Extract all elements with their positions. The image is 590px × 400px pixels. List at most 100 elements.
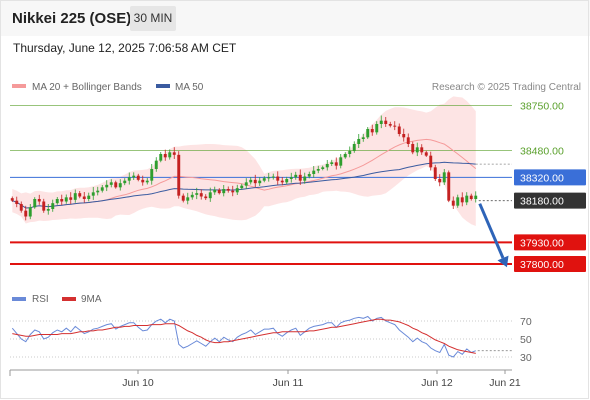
candle-body (447, 172, 451, 201)
candle-body (73, 193, 77, 200)
legend-9ma-swatch (62, 297, 76, 301)
candle-body (249, 179, 253, 183)
candle-body (307, 174, 311, 177)
candle-body (438, 179, 442, 183)
candle-body (262, 178, 266, 181)
rsi-tick-50: 50 (520, 334, 532, 346)
rsi-line (11, 315, 476, 358)
candle-body (415, 147, 419, 153)
timestamp: Thursday, June 12, 2025 7:06:58 AM CET (13, 41, 237, 55)
level-label-38480.00: 38480.00 (520, 146, 564, 158)
candle-body (330, 162, 334, 164)
candle-body (474, 195, 478, 199)
candle-body (316, 169, 320, 171)
candle-body (465, 195, 469, 203)
candle-body (24, 210, 28, 217)
timeframe-button[interactable]: 30 MIN (130, 6, 176, 31)
candle-body (388, 124, 392, 126)
candle-body (208, 192, 212, 199)
candle-body (411, 144, 415, 153)
candle-body (15, 200, 19, 204)
legend-ma50-swatch (156, 84, 170, 88)
x-tick-Jun-21: Jun 21 (489, 377, 521, 389)
candle-body (109, 182, 113, 185)
candle-body (397, 126, 401, 134)
candle-body (442, 172, 446, 183)
candle-body (132, 175, 136, 178)
forecast-arrow-head (497, 255, 509, 268)
candle-body (150, 169, 154, 181)
legend-ma20-swatch (12, 84, 26, 88)
candle-body (64, 197, 68, 202)
candle-body (100, 187, 104, 191)
candle-body (168, 152, 172, 158)
candle-body (186, 197, 190, 201)
level-tag-37800.00 (514, 256, 586, 272)
candle-body (46, 209, 50, 211)
candle-body (339, 157, 343, 166)
candle-body (370, 129, 374, 133)
forecast-arrow-shaft (478, 203, 505, 259)
rsi-ma-line (12, 318, 476, 354)
candle-body (280, 180, 284, 183)
candle-body (325, 164, 329, 168)
candle-body (321, 167, 325, 169)
last-price-label: 38180.00 (520, 196, 564, 208)
candle-body (87, 195, 91, 199)
candle-body (217, 189, 221, 194)
candle-body (451, 200, 455, 206)
candle-body (19, 204, 23, 211)
candle-body (82, 196, 86, 199)
candle-body (469, 195, 473, 199)
candle-body (154, 160, 158, 169)
candle-body (240, 185, 244, 189)
candle-body (199, 193, 203, 197)
candle-body (424, 152, 428, 156)
legend-ma20-label: MA 20 + Bollinger Bands (32, 82, 142, 93)
candle-body (294, 174, 298, 178)
candle-body (267, 177, 271, 179)
candle-body (343, 154, 347, 158)
candle-body (195, 193, 199, 195)
candle-body (42, 201, 46, 211)
candle-body (190, 194, 194, 198)
candle-body (357, 139, 361, 144)
candle-body (222, 189, 226, 194)
candle-body (406, 137, 410, 144)
candle-body (91, 192, 95, 196)
candle-body (231, 190, 235, 193)
candle-body (177, 154, 181, 196)
candle-body (235, 188, 239, 193)
rsi-tick-70: 70 (520, 316, 532, 328)
candle-body (285, 179, 289, 183)
candle-body (213, 189, 217, 193)
candle-body (28, 207, 32, 217)
rsi-tick-30: 30 (520, 352, 532, 364)
candle-body (69, 197, 73, 200)
candle-body (289, 177, 293, 179)
candle-body (253, 179, 257, 184)
candle-body (361, 137, 365, 139)
candle-body (303, 176, 307, 181)
watermark: Research © 2025 Trading Central (432, 82, 581, 93)
candle-body (60, 199, 64, 202)
candle-body (402, 134, 406, 138)
level-tag-37930.00 (514, 234, 586, 251)
candle-body (379, 120, 383, 124)
candle-body (96, 190, 100, 193)
candle-body (244, 182, 248, 186)
level-label-37800.00: 37800.00 (520, 259, 564, 271)
level-tag-38320.00 (514, 169, 586, 186)
candle-body (271, 176, 275, 178)
candle-body (204, 196, 208, 199)
candle-body (375, 124, 379, 133)
candle-body (348, 150, 352, 154)
candle-body (366, 129, 370, 138)
legend-9ma-label: 9MA (81, 294, 102, 305)
candle-body (118, 183, 122, 188)
candle-body (352, 144, 356, 151)
chart-header (0, 0, 590, 36)
candle-body (141, 179, 145, 183)
candle-body (181, 195, 185, 201)
